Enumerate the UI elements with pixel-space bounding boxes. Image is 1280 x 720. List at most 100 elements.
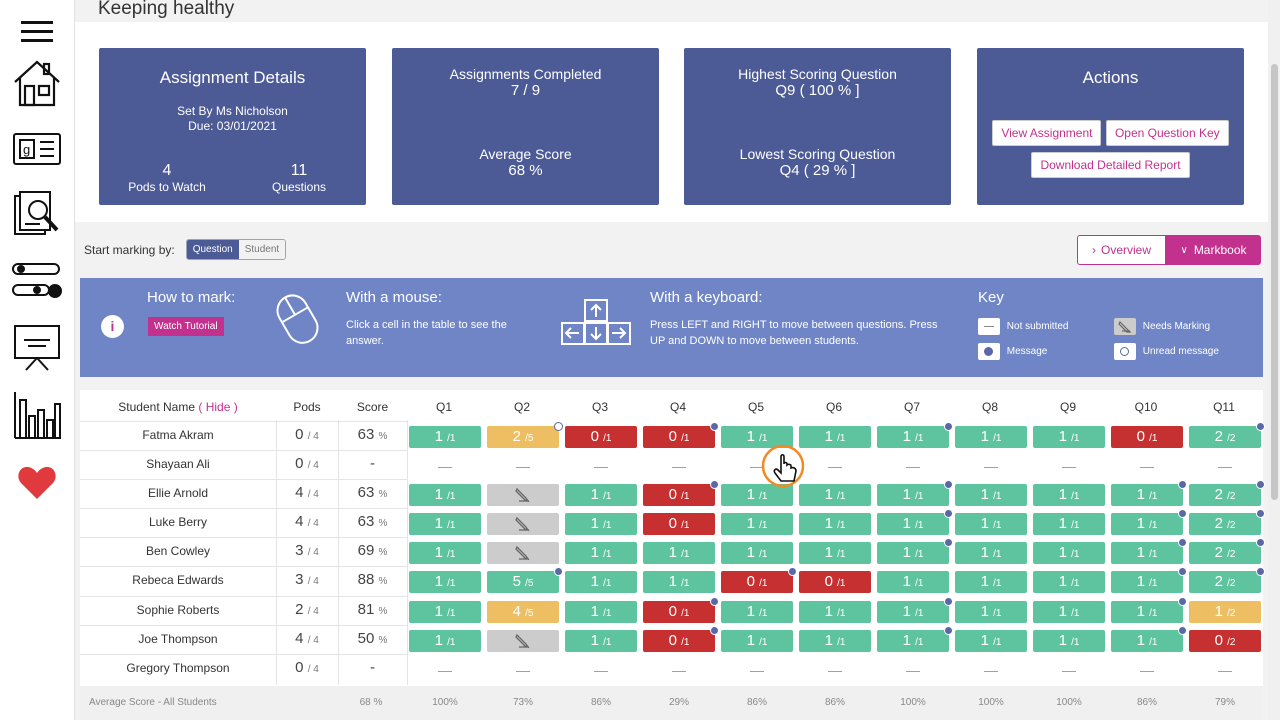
mark-cell[interactable]: — bbox=[672, 662, 686, 678]
mark-cell[interactable]: 0 /1 bbox=[565, 426, 637, 448]
mark-cell[interactable]: 1 /1 bbox=[1111, 480, 1187, 506]
page-scrollbar[interactable] bbox=[1268, 0, 1280, 720]
mark-cell[interactable]: 1 /1 bbox=[877, 538, 953, 564]
mark-cell[interactable]: — bbox=[906, 662, 920, 678]
mark-cell[interactable]: 1 /1 bbox=[565, 513, 637, 535]
mark-cell[interactable]: — bbox=[1140, 458, 1154, 474]
magnifier-document-icon[interactable] bbox=[10, 188, 64, 242]
mark-cell[interactable]: — bbox=[984, 662, 998, 678]
mark-cell[interactable]: 1 /1 bbox=[877, 480, 953, 506]
presentation-icon[interactable] bbox=[10, 320, 64, 374]
mark-cell[interactable]: 2 /2 bbox=[1189, 538, 1265, 564]
mark-cell[interactable]: 1 /1 bbox=[799, 426, 871, 448]
heart-icon[interactable] bbox=[10, 456, 64, 510]
mark-cell[interactable]: 1 /1 bbox=[565, 601, 637, 623]
mark-cell[interactable]: 5 /5 bbox=[487, 567, 563, 593]
mode-question-option[interactable]: Question bbox=[186, 240, 239, 259]
mark-cell[interactable]: 1 /1 bbox=[409, 513, 481, 535]
mark-cell[interactable]: 0 /1 bbox=[643, 513, 715, 535]
mark-cell[interactable]: 1 /1 bbox=[565, 630, 637, 652]
mark-cell[interactable]: 1 /1 bbox=[721, 601, 793, 623]
mark-cell[interactable]: — bbox=[438, 662, 452, 678]
mark-cell[interactable]: 1 /1 bbox=[877, 509, 953, 535]
mark-cell[interactable]: 1 /1 bbox=[1033, 571, 1105, 593]
needs-marking-cell[interactable] bbox=[487, 542, 559, 564]
mark-cell[interactable]: — bbox=[906, 458, 920, 474]
needs-marking-cell[interactable] bbox=[487, 484, 559, 506]
mark-cell[interactable]: 4 /5 bbox=[487, 601, 559, 623]
mark-cell[interactable]: 1 /2 bbox=[1189, 601, 1261, 623]
question-header[interactable]: Q5 bbox=[747, 400, 764, 414]
bar-chart-icon[interactable] bbox=[10, 388, 64, 442]
mark-cell[interactable]: 1 /1 bbox=[1033, 513, 1105, 535]
mark-cell[interactable]: 1 /1 bbox=[1111, 567, 1187, 593]
mark-cell[interactable]: — bbox=[750, 458, 764, 474]
tab-overview[interactable]: › Overview bbox=[1077, 235, 1166, 265]
workflow-icon[interactable] bbox=[10, 254, 64, 308]
mark-cell[interactable]: 1 /1 bbox=[721, 630, 793, 652]
mark-cell[interactable]: 0 /1 bbox=[721, 567, 797, 593]
mark-cell[interactable]: 1 /1 bbox=[1111, 538, 1187, 564]
question-header[interactable]: Q10 bbox=[1134, 400, 1158, 414]
mark-cell[interactable]: 1 /1 bbox=[877, 597, 953, 623]
mark-cell[interactable]: 2 /2 bbox=[1189, 567, 1265, 593]
needs-marking-cell[interactable] bbox=[487, 513, 559, 535]
question-header[interactable]: Q7 bbox=[903, 400, 920, 414]
mark-cell[interactable]: — bbox=[1062, 662, 1076, 678]
tab-markbook[interactable]: ∨ Markbook bbox=[1166, 235, 1261, 265]
mark-cell[interactable]: 2 /2 bbox=[1189, 480, 1265, 506]
mark-cell[interactable]: 0 /1 bbox=[1111, 426, 1183, 448]
mark-cell[interactable]: 1 /1 bbox=[1033, 484, 1105, 506]
question-header[interactable]: Q9 bbox=[1059, 400, 1076, 414]
mark-cell[interactable]: 1 /1 bbox=[721, 426, 793, 448]
mark-cell[interactable]: — bbox=[672, 458, 686, 474]
mark-cell[interactable]: — bbox=[828, 662, 842, 678]
mark-cell[interactable]: 1 /1 bbox=[1033, 426, 1105, 448]
mark-cell[interactable]: 2 /5 bbox=[487, 422, 563, 448]
mark-cell[interactable]: — bbox=[828, 458, 842, 474]
question-header[interactable]: Q8 bbox=[981, 400, 998, 414]
menu-icon[interactable] bbox=[10, 4, 64, 58]
question-header[interactable]: Q11 bbox=[1213, 400, 1235, 414]
mark-cell[interactable]: 1 /1 bbox=[409, 630, 481, 652]
mark-cell[interactable]: 1 /1 bbox=[409, 426, 481, 448]
mark-cell[interactable]: — bbox=[1218, 458, 1232, 474]
question-header[interactable]: Q1 bbox=[435, 400, 452, 414]
question-header[interactable]: Q2 bbox=[513, 400, 530, 414]
mark-cell[interactable]: 1 /1 bbox=[955, 571, 1027, 593]
mark-cell[interactable]: 1 /1 bbox=[643, 571, 715, 593]
gradebook-icon[interactable]: g bbox=[10, 122, 64, 176]
mode-student-option[interactable]: Student bbox=[238, 240, 286, 259]
view-assignment-button[interactable]: View Assignment bbox=[992, 120, 1102, 146]
mark-cell[interactable]: 1 /1 bbox=[565, 542, 637, 564]
mark-cell[interactable]: 1 /1 bbox=[877, 422, 953, 448]
mark-cell[interactable]: 1 /1 bbox=[1111, 597, 1187, 623]
mark-cell[interactable]: 1 /1 bbox=[1111, 626, 1187, 652]
watch-tutorial-button[interactable]: Watch Tutorial bbox=[148, 317, 224, 336]
mark-cell[interactable]: 0 /2 bbox=[1189, 630, 1261, 652]
question-header[interactable]: Q6 bbox=[825, 400, 842, 414]
mark-cell[interactable]: — bbox=[516, 458, 530, 474]
hide-names-link[interactable]: ( Hide ) bbox=[198, 400, 238, 414]
mark-cell[interactable]: 1 /1 bbox=[721, 484, 793, 506]
mark-cell[interactable]: 0 /1 bbox=[643, 626, 719, 652]
mark-cell[interactable]: 1 /1 bbox=[721, 513, 793, 535]
mark-cell[interactable]: 2 /2 bbox=[1189, 509, 1265, 535]
mark-cell[interactable]: 1 /1 bbox=[409, 542, 481, 564]
mark-cell[interactable]: 0 /1 bbox=[799, 571, 871, 593]
mark-cell[interactable]: 0 /1 bbox=[643, 422, 719, 448]
info-icon[interactable]: i bbox=[101, 315, 124, 338]
mark-cell[interactable]: 1 /1 bbox=[877, 571, 949, 593]
mark-cell[interactable]: 1 /1 bbox=[955, 542, 1027, 564]
needs-marking-cell[interactable] bbox=[487, 630, 559, 652]
mark-cell[interactable]: 1 /1 bbox=[955, 513, 1027, 535]
mark-cell[interactable]: — bbox=[750, 662, 764, 678]
mark-cell[interactable]: 1 /1 bbox=[955, 630, 1027, 652]
mark-cell[interactable]: 1 /1 bbox=[1033, 630, 1105, 652]
open-question-key-button[interactable]: Open Question Key bbox=[1105, 120, 1229, 146]
mark-cell[interactable]: 1 /1 bbox=[565, 484, 637, 506]
mark-cell[interactable]: — bbox=[1062, 458, 1076, 474]
mark-cell[interactable]: — bbox=[1218, 662, 1232, 678]
mark-cell[interactable]: — bbox=[594, 458, 608, 474]
mark-cell[interactable]: 1 /1 bbox=[799, 484, 871, 506]
